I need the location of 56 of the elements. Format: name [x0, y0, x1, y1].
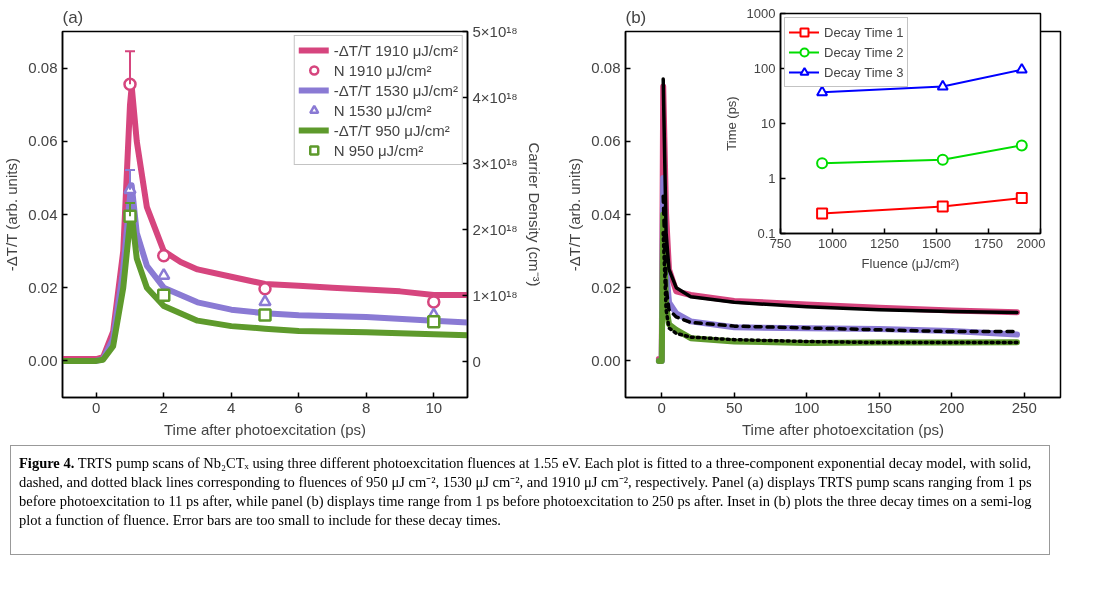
y-axis-title: Time (ps)	[723, 96, 739, 151]
x-tick-label: 10	[425, 398, 443, 416]
y-tick-label: 1	[768, 171, 776, 186]
y2-tick-label: 2×10¹⁸	[472, 220, 518, 238]
y-tick-label: 0.06	[591, 132, 621, 150]
x-tick-label: 100	[794, 398, 820, 416]
y-tick-label: 0.08	[28, 59, 58, 77]
legend-label: N 1910 μJ/cm²	[333, 61, 432, 79]
legend-label: -ΔT/T 1910 μJ/cm²	[333, 41, 458, 59]
x-axis-title: Time after photoexcitation (ps)	[741, 420, 945, 438]
y-axis-title: -ΔT/T (arb. units)	[566, 158, 584, 272]
x-axis-title: Fluence (μJ/cm²)	[861, 255, 960, 271]
y-tick-label: 0.00	[28, 351, 58, 369]
x-tick-label: 4	[227, 398, 236, 416]
x-tick-label: 1500	[922, 235, 951, 251]
y-tick-label: 10	[761, 116, 776, 131]
y2-axis-title: Carrier Density (cm⁻³)	[525, 142, 543, 287]
y2-tick-label: 1×10¹⁸	[472, 286, 518, 304]
y-tick-label: 0.06	[28, 132, 58, 150]
x-tick-label: 0	[657, 398, 666, 416]
y-tick-label: 0.04	[28, 205, 58, 223]
y-tick-label: 0.08	[591, 59, 621, 77]
x-tick-label: 1250	[870, 235, 899, 251]
y-tick-label: 1000	[746, 6, 776, 21]
x-tick-label: 6	[294, 398, 303, 416]
legend-label: -ΔT/T 1530 μJ/cm²	[333, 81, 458, 99]
x-tick-label: 0	[92, 398, 101, 416]
legend-label: Decay Time 3	[824, 64, 904, 80]
x-axis-title: Time after photoexcitation (ps)	[163, 420, 367, 438]
legend-label: Decay Time 2	[824, 44, 904, 60]
y2-tick-label: 0	[472, 352, 481, 370]
y-tick-label: 0.00	[591, 351, 621, 369]
chart-title: (b)	[625, 7, 647, 27]
x-tick-label: 200	[939, 398, 965, 416]
x-tick-label: 1750	[974, 235, 1003, 251]
x-tick-label: 250	[1011, 398, 1037, 416]
y2-tick-label: 3×10¹⁸	[472, 154, 518, 172]
y-tick-label: 100	[753, 61, 776, 76]
x-tick-label: 1000	[818, 235, 847, 251]
x-tick-label: 8	[362, 398, 371, 416]
y-tick-label: 0.02	[28, 278, 58, 296]
x-tick-label: 50	[725, 398, 743, 416]
legend-label: Decay Time 1	[824, 24, 904, 40]
legend-label: -ΔT/T 950 μJ/cm²	[333, 121, 450, 139]
x-tick-label: 2	[159, 398, 168, 416]
x-tick-label: 150	[866, 398, 892, 416]
y-tick-label: 0.02	[591, 278, 621, 296]
caption: Figure 4.	[19, 455, 75, 471]
x-tick-label: 2000	[1016, 235, 1046, 251]
legend-label: N 950 μJ/cm²	[333, 141, 424, 159]
chart-title: (a)	[62, 7, 84, 27]
y2-tick-label: 4×10¹⁸	[472, 88, 518, 106]
legend-label: N 1530 μJ/cm²	[333, 101, 432, 119]
y-axis-title: -ΔT/T (arb. units)	[3, 158, 21, 272]
y-tick-label: 0.04	[591, 205, 621, 223]
y2-tick-label: 5×10¹⁸	[472, 23, 518, 40]
